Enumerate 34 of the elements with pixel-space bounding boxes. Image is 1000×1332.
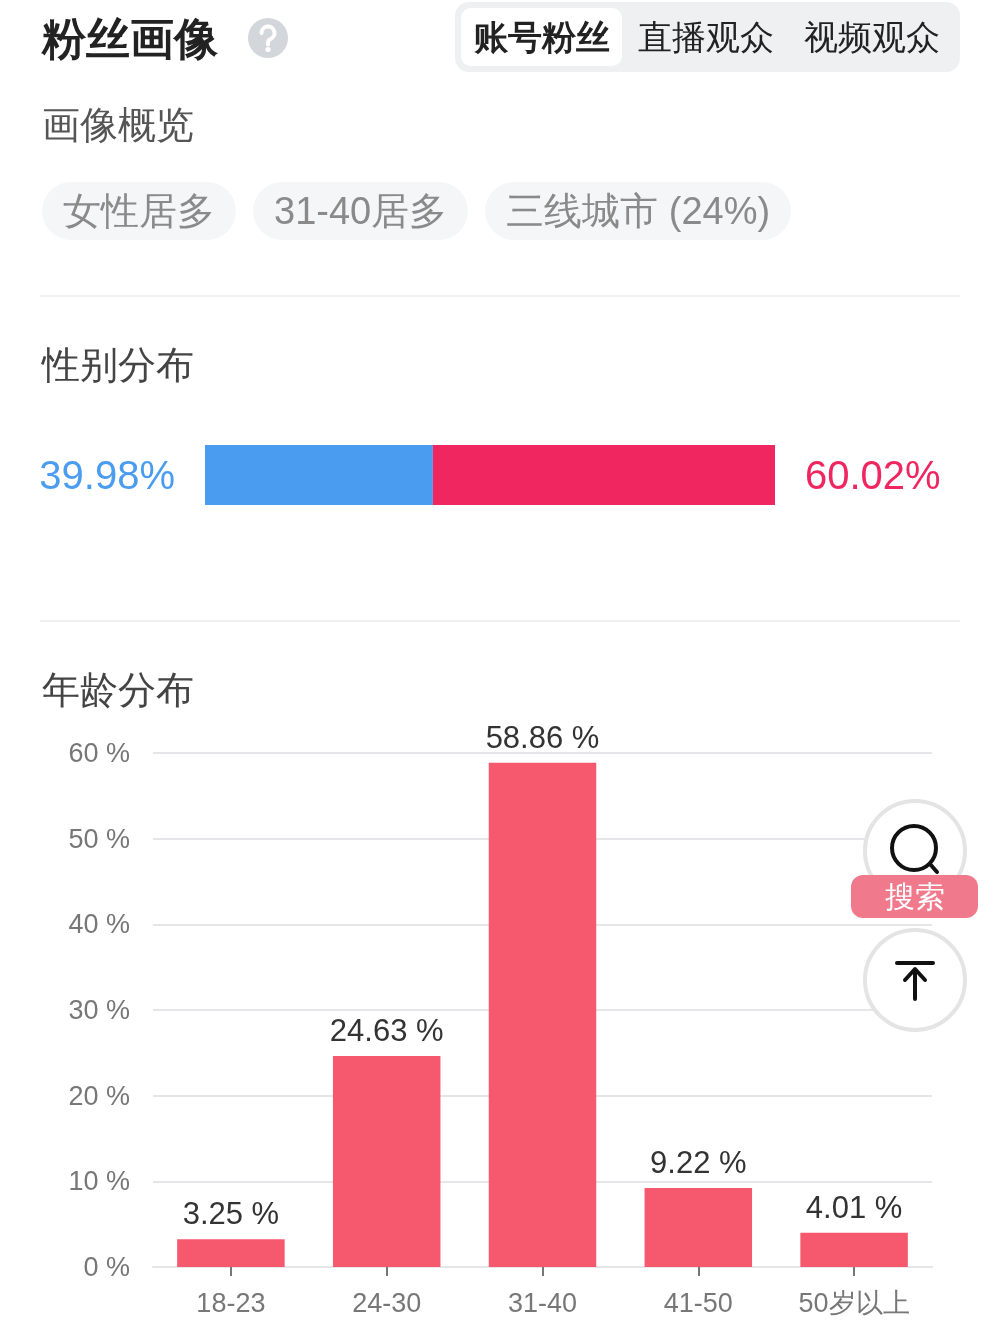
text: 粉丝画像 [42, 13, 218, 65]
y-tick-label: 10 % [68, 1166, 130, 1197]
chart-title: 性别分布 [42, 343, 194, 388]
y-tick-label: 0 % [83, 1252, 130, 1282]
bar [177, 1239, 285, 1267]
y-tick-label: 20 % [68, 1080, 130, 1111]
bar [332, 1056, 441, 1267]
y-tick-label: 40 % [68, 909, 130, 940]
x-tick-label: 24-30 [352, 1287, 422, 1318]
search-button: 搜索 [851, 875, 978, 918]
data-label: 9.22 % [650, 1145, 747, 1181]
data-label: 58.86 % [485, 719, 600, 755]
data-label: 24.63 % [329, 1013, 444, 1048]
data-label: 60.02% [805, 453, 941, 497]
tag-pill: 31-40居多 [253, 182, 469, 240]
data-label: 4.01 % [805, 1189, 903, 1225]
x-tick-label: 41-50 [663, 1287, 733, 1318]
data-label: 3.25 % [182, 1196, 280, 1232]
tag-pill: 三线城市 (24%) [485, 182, 792, 240]
tag-pill: 女性居多 [42, 182, 236, 240]
bar [800, 1232, 908, 1267]
y-tick-label: 50 % [68, 823, 130, 854]
chart-title: 年龄分布 [42, 668, 194, 713]
y-tick-label: 30 % [68, 995, 130, 1025]
x-tick-label: 18-23 [196, 1287, 266, 1318]
bar [488, 762, 597, 1267]
data-label: 39.98% [39, 453, 175, 497]
selected-tab: 账号粉丝 [461, 8, 622, 66]
y-tick-label: 60 % [68, 738, 130, 768]
tab-bar: 账号粉丝 直播观众 视频观众 [455, 2, 960, 72]
bar [644, 1188, 753, 1267]
x-tick-label: 50岁以上 [798, 1287, 910, 1318]
x-tick-label: 31-40 [507, 1287, 578, 1318]
text: 画像概览 [42, 103, 194, 148]
